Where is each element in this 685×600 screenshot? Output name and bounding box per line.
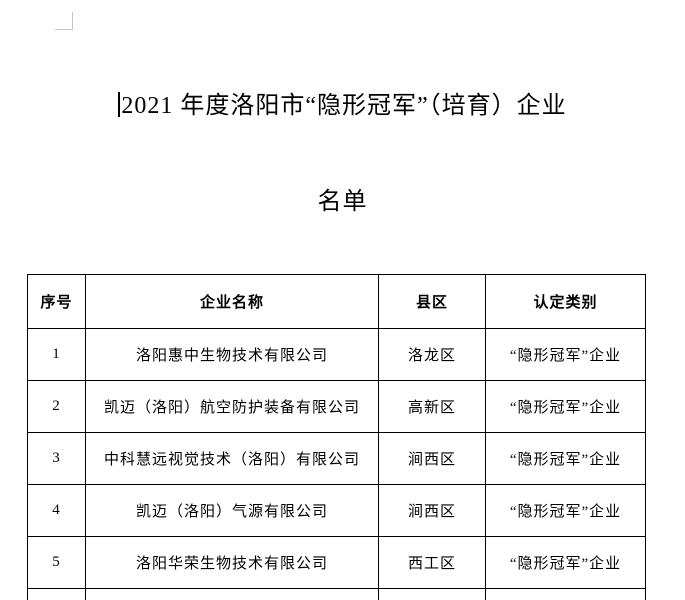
cell-no: 4 <box>27 484 86 537</box>
cell-no: 6 <box>27 588 86 600</box>
table-row: 2 凯迈（洛阳）航空防护装备有限公司 高新区 “隐形冠军”企业 <box>27 380 646 433</box>
cell-name: 洛阳华荣生物技术有限公司 <box>85 536 379 589</box>
cell-district: 高新区 <box>378 380 486 433</box>
header-cell-name: 企业名称 <box>85 274 379 329</box>
cell-district: 西工区 <box>378 536 486 589</box>
cell-no: 3 <box>27 432 86 485</box>
page-title: 2021 年度洛阳市“隐形冠军”（培育）企业 名单 <box>0 0 685 250</box>
header-cell-no: 序号 <box>27 274 86 329</box>
cell-district: 涧西区 <box>378 484 486 537</box>
enterprise-table: 序号 企业名称 县区 认定类别 1 洛阳惠中生物技术有限公司 洛龙区 “隐形冠军… <box>27 274 646 600</box>
cell-category: “隐形冠军”企业 <box>485 432 646 485</box>
page-title-line1: 2021 年度洛阳市“隐形冠军”（培育）企业 <box>0 90 685 122</box>
table-body: 1 洛阳惠中生物技术有限公司 洛龙区 “隐形冠军”企业 2 凯迈（洛阳）航空防护… <box>27 328 646 600</box>
text-cursor <box>118 92 121 117</box>
header-cell-category: 认定类别 <box>485 274 646 329</box>
page-title-line1-text: 2021 年度洛阳市“隐形冠军”（培育）企业 <box>121 93 567 119</box>
table-row: 1 洛阳惠中生物技术有限公司 洛龙区 “隐形冠军”企业 <box>27 328 646 381</box>
cell-category: “隐形冠军”企业 <box>485 328 646 381</box>
cell-name: 中科慧远视觉技术（洛阳）有限公司 <box>85 432 379 485</box>
table-header: 序号 企业名称 县区 认定类别 <box>27 274 646 329</box>
table-row: 6 新星轻合金材料（洛阳）有限公司 偃师区 “隐形冠军”企业 <box>27 588 646 600</box>
cell-district: 洛龙区 <box>378 328 486 381</box>
cell-name: 洛阳惠中生物技术有限公司 <box>85 328 379 381</box>
table-row: 4 凯迈（洛阳）气源有限公司 涧西区 “隐形冠军”企业 <box>27 484 646 537</box>
cell-no: 5 <box>27 536 86 589</box>
cell-name: 新星轻合金材料（洛阳）有限公司 <box>85 588 379 600</box>
cell-name: 凯迈（洛阳）航空防护装备有限公司 <box>85 380 379 433</box>
cell-district: 涧西区 <box>378 432 486 485</box>
table-row: 5 洛阳华荣生物技术有限公司 西工区 “隐形冠军”企业 <box>27 536 646 589</box>
cell-category: “隐形冠军”企业 <box>485 536 646 589</box>
cell-category: “隐形冠军”企业 <box>485 380 646 433</box>
cell-no: 2 <box>27 380 86 433</box>
table-header-row: 序号 企业名称 县区 认定类别 <box>27 274 646 329</box>
cell-no: 1 <box>27 328 86 381</box>
cell-category: “隐形冠军”企业 <box>485 484 646 537</box>
page-title-line2-text: 名单 <box>317 189 368 215</box>
cell-district: 偃师区 <box>378 588 486 600</box>
page-margin-corner-mark <box>55 12 73 30</box>
page-title-line2: 名单 <box>0 186 685 218</box>
cell-name: 凯迈（洛阳）气源有限公司 <box>85 484 379 537</box>
cell-category: “隐形冠军”企业 <box>485 588 646 600</box>
table-row: 3 中科慧远视觉技术（洛阳）有限公司 涧西区 “隐形冠军”企业 <box>27 432 646 485</box>
header-cell-district: 县区 <box>378 274 486 329</box>
